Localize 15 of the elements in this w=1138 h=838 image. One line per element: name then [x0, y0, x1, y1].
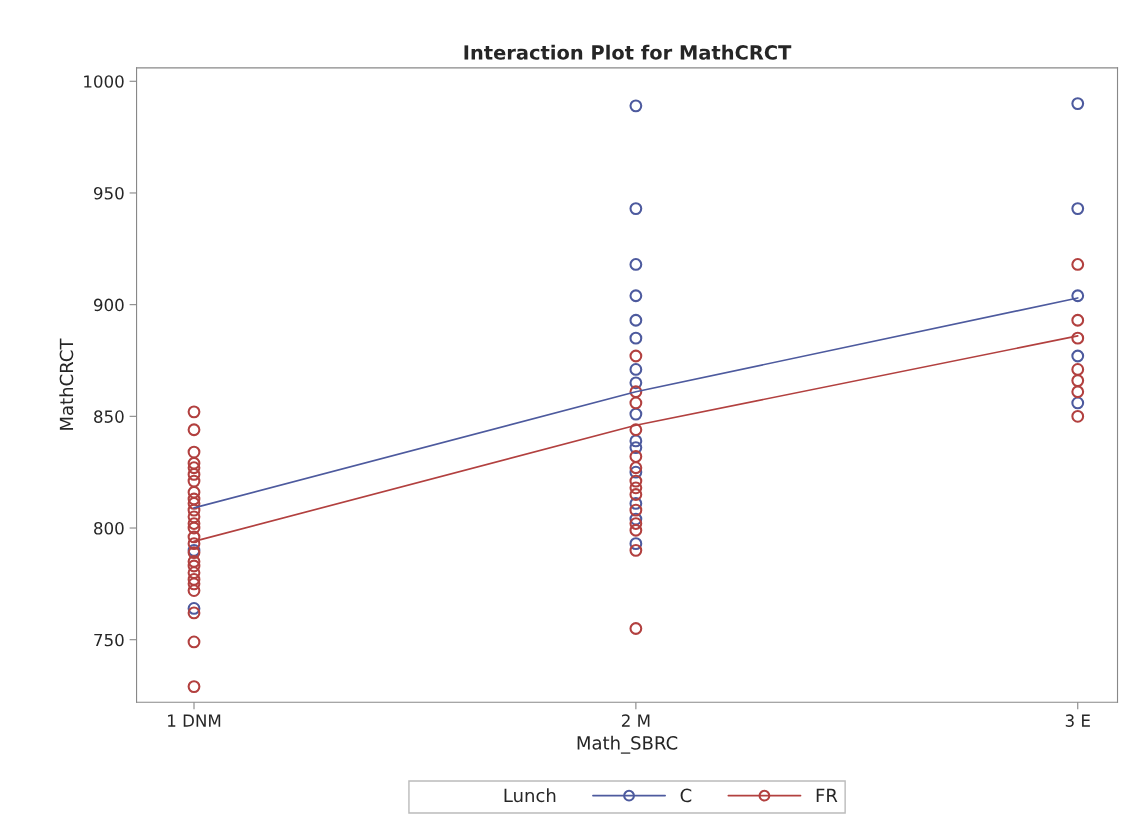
- y-tick-label: 850: [94, 410, 124, 423]
- legend-title: Lunch: [504, 788, 556, 803]
- x-tick-label: 3 E: [1065, 714, 1090, 727]
- x-tick-label: 2 M: [621, 714, 650, 727]
- chart-title: Interaction Plot for MathCRCT: [464, 44, 792, 60]
- x-axis-title: Math_SBRC: [577, 735, 678, 754]
- y-tick-label: 800: [94, 521, 124, 535]
- legend-label: C: [680, 788, 692, 803]
- y-tick-label: 900: [93, 298, 124, 312]
- x-tick-label: 1 DNM: [168, 714, 221, 727]
- y-tick-label: 1000: [84, 75, 124, 88]
- legend-label: FR: [816, 788, 838, 802]
- y-tick-label: 750: [94, 633, 124, 647]
- y-axis-title: MathCRCT: [59, 338, 74, 430]
- y-tick-label: 950: [93, 186, 124, 200]
